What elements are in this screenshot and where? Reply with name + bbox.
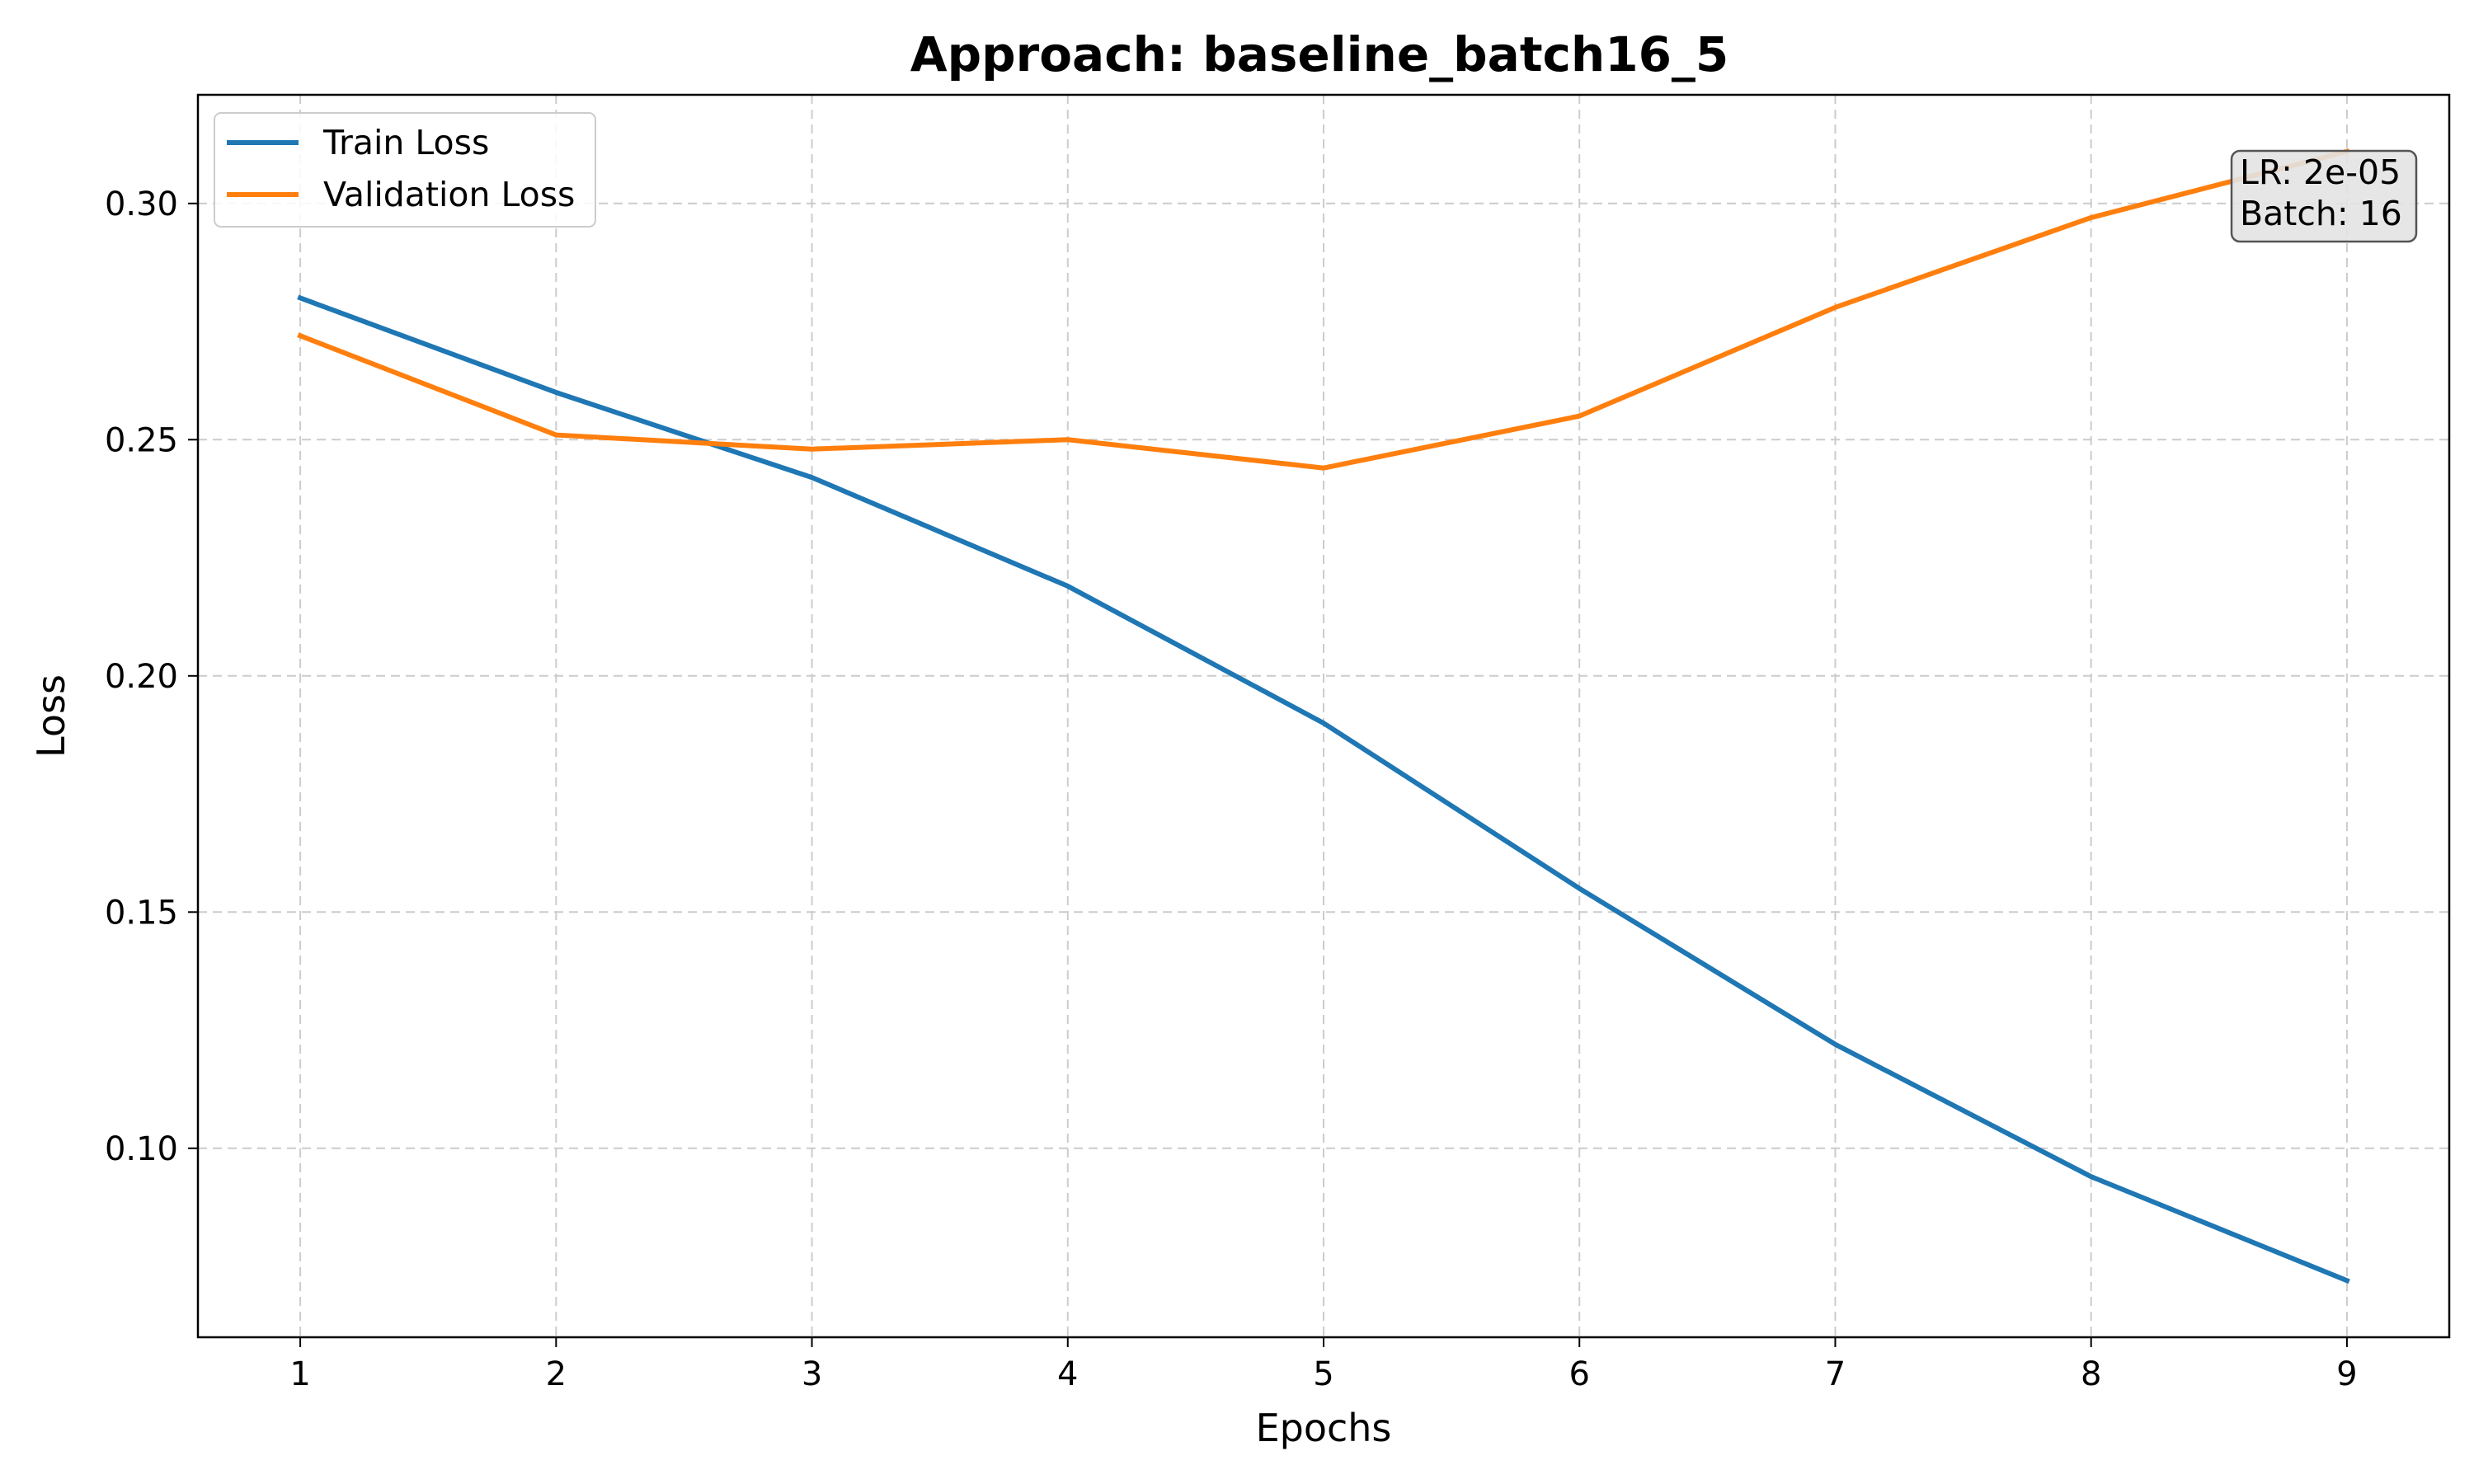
- y-tick-label: 0.10: [105, 1130, 178, 1168]
- train-loss-line: [297, 294, 2350, 1284]
- y-tick-label: 0.15: [105, 894, 178, 932]
- y-axis-label: Loss: [29, 674, 73, 758]
- x-tick-label: 7: [1825, 1355, 1846, 1393]
- validation-loss-line: [297, 148, 2350, 471]
- x-tick-label: 1: [289, 1355, 310, 1393]
- note-line: LR: 2e-05: [2240, 153, 2401, 192]
- note-box: [2230, 149, 2418, 243]
- x-tick-label: 9: [2336, 1355, 2357, 1393]
- series-lines: [297, 148, 2350, 1284]
- x-tick-label: 3: [802, 1355, 822, 1393]
- legend-box: [214, 112, 596, 228]
- plot-frame: [196, 93, 2451, 1339]
- validation-loss-legend-label: Validation Loss: [323, 175, 575, 214]
- x-tick-label: 4: [1057, 1355, 1078, 1393]
- axes: 1 2 3 4 5 6 7 8 9 0.10 0.15 0.20 0.25 0.30: [105, 186, 2358, 1393]
- x-tick-label: 5: [1313, 1355, 1333, 1393]
- x-tick-label: 6: [1569, 1355, 1590, 1393]
- note-line: Batch: 16: [2240, 194, 2402, 233]
- x-tick-label: 2: [546, 1355, 567, 1393]
- y-tick-label: 0.30: [105, 186, 178, 223]
- x-tick-label: 8: [2081, 1355, 2101, 1393]
- legend: Train Loss Validation Loss: [214, 112, 596, 228]
- y-tick-label: 0.25: [105, 421, 178, 459]
- x-axis-label: Epochs: [1256, 1406, 1392, 1450]
- y-tick-label: 0.20: [105, 658, 178, 696]
- train-loss-legend-label: Train Loss: [322, 123, 489, 162]
- chart-title: Approach: baseline_batch16_5: [910, 26, 1729, 82]
